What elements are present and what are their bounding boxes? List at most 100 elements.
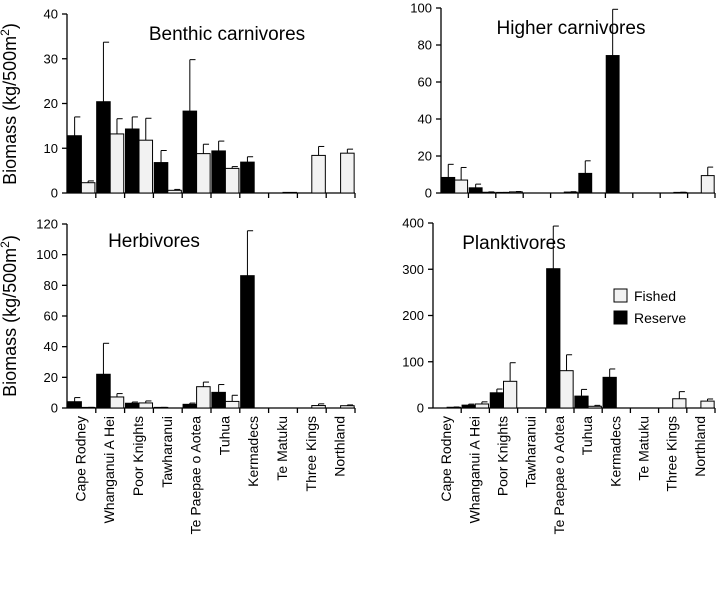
category-label: Tuhua <box>216 416 232 455</box>
bar-tuhua-fished <box>224 167 240 194</box>
bar-tawharanui-reserve <box>153 162 169 194</box>
category-label: Tuhua <box>579 416 595 455</box>
y-tick-label: 100 <box>36 247 58 262</box>
category-label: Te Matuku <box>636 416 652 481</box>
bar-tuhua-reserve <box>578 172 593 194</box>
bar-whanganui-a-hei-fished <box>109 133 125 194</box>
bar-northland-fished <box>700 175 715 194</box>
y-tick-label: 80 <box>44 278 58 293</box>
bar-te-paepae-o-aotea-fished <box>196 386 211 409</box>
panel-planktivores: 0 100 200 300 400 Cape Rodney Whanganui A Hei P… <box>402 216 716 535</box>
bar-whanganui-a-hei-reserve <box>96 101 111 194</box>
category-label: Three Kings <box>664 416 680 491</box>
y-tick-label: 40 <box>44 339 58 354</box>
y-axis-label: Biomass (kg/500m2) <box>0 235 20 397</box>
y-tick-label: 300 <box>402 262 424 277</box>
bar-kermadecs-reserve <box>240 161 255 194</box>
panel-benthic-carnivores: 0 10 20 30 40 Benthic carnivores <box>44 7 356 201</box>
y-axis-label-main: Biomass (kg/500m <box>0 248 20 397</box>
panel-title: Higher carnivores <box>497 18 646 39</box>
legend-swatch-fished <box>613 288 628 303</box>
y-tick-label: 40 <box>418 112 432 127</box>
y-axis-label-superscript: 2 <box>0 241 12 248</box>
bar-tuhua-reserve <box>211 150 226 194</box>
bar-te-matuku-fished <box>282 191 298 194</box>
y-tick-label: 30 <box>44 51 58 66</box>
category-label: Tawharanui <box>523 416 539 488</box>
bar-northland-fished <box>700 400 715 409</box>
category-label: Te Paepae o Aotea <box>188 416 204 535</box>
bar-tuhua-fished <box>587 405 602 409</box>
bar-poor-knights-fished <box>509 191 523 194</box>
panel-title: Herbivores <box>108 231 200 252</box>
y-axis-label-close: ) <box>0 23 20 29</box>
bar-te-paepae-o-aotea-reserve <box>182 110 198 194</box>
category-label: Cape Rodney <box>438 416 454 502</box>
y-tick-label: 0 <box>417 401 424 416</box>
bar-tuhua-reserve <box>211 391 226 409</box>
bar-cape-rodney-reserve <box>67 135 82 194</box>
category-label: Te Paepae o Aotea <box>551 416 567 535</box>
bar-three-kings-fished <box>311 154 326 194</box>
panel-title: Planktivores <box>462 233 566 254</box>
bar-poor-knights-fished <box>503 380 518 409</box>
bar-poor-knights-reserve <box>124 128 140 194</box>
panel-herbivores: 0 20 40 60 80 100 120 Cape Rodney Whanganui A He… <box>36 217 356 535</box>
y-tick-label: 20 <box>44 370 58 385</box>
y-tick-label: 0 <box>51 401 58 416</box>
legend-label-fished: Fished <box>634 288 676 304</box>
bar-northland-fished <box>340 405 355 409</box>
y-axis-label-superscript: 2 <box>0 29 12 36</box>
y-tick-label: 0 <box>425 186 432 201</box>
y-tick-label: 80 <box>418 38 432 53</box>
bar-tuhua-reserve <box>574 395 589 409</box>
y-tick-label: 100 <box>410 1 432 16</box>
y-tick-label: 100 <box>402 354 424 369</box>
bar-te-paepae-o-aotea-fished <box>559 370 574 409</box>
category-label: Tawharanui <box>159 416 175 488</box>
bar-three-kings-fished <box>672 398 687 409</box>
y-tick-label: 20 <box>44 96 58 111</box>
y-tick-label: 120 <box>36 217 58 232</box>
y-tick-label: 400 <box>402 216 424 231</box>
category-label: Northland <box>332 416 348 477</box>
legend: Fished Reserve <box>613 288 686 326</box>
panel-higher-carnivores: 0 20 40 60 80 100 Higher carnivores <box>410 1 716 201</box>
category-label: Northland <box>692 416 708 477</box>
bar-poor-knights-reserve <box>489 392 505 409</box>
bar-tawharanui-fished <box>167 189 182 194</box>
bar-te-paepae-o-aotea-fished <box>563 191 578 194</box>
bar-poor-knights-fished <box>138 402 154 409</box>
bar-cape-rodney-reserve <box>67 401 82 409</box>
bar-cape-rodney-reserve <box>441 176 456 194</box>
y-tick-label: 60 <box>44 309 58 324</box>
panel-title: Benthic carnivores <box>149 24 305 45</box>
y-tick-label: 200 <box>402 308 424 323</box>
y-tick-label: 10 <box>44 141 58 156</box>
y-tick-label: 20 <box>418 149 432 164</box>
bar-te-paepae-o-aotea-reserve <box>546 268 561 409</box>
bar-northland-fished <box>340 152 355 194</box>
bar-poor-knights-fished <box>138 139 154 194</box>
y-axis-label: Biomass (kg/500m2) <box>0 23 20 185</box>
bar-whanganui-a-hei-reserve <box>461 404 476 409</box>
bar-poor-knights-reserve <box>124 402 140 409</box>
y-tick-label: 40 <box>44 7 58 22</box>
legend-label-reserve: Reserve <box>634 310 686 326</box>
category-label: Whanganui A Hei <box>466 416 482 523</box>
bar-cape-rodney-fished <box>454 179 469 194</box>
category-label: Three Kings <box>303 416 319 491</box>
y-axis-label-close: ) <box>0 235 20 241</box>
y-tick-label: 0 <box>51 186 58 201</box>
y-axis-label-main: Biomass (kg/500m <box>0 36 20 185</box>
category-label: Poor Knights <box>495 416 511 496</box>
bar-kermadecs-reserve <box>602 376 617 409</box>
category-label: Cape Rodney <box>72 416 88 502</box>
bar-whanganui-a-hei-fished <box>109 396 125 409</box>
bar-three-kings-fished <box>311 405 326 409</box>
bar-tuhua-fished <box>224 400 240 409</box>
bar-whanganui-a-hei-fished <box>474 403 490 409</box>
bar-whanganui-a-hei-reserve <box>468 187 483 194</box>
category-label: Poor Knights <box>130 416 146 496</box>
